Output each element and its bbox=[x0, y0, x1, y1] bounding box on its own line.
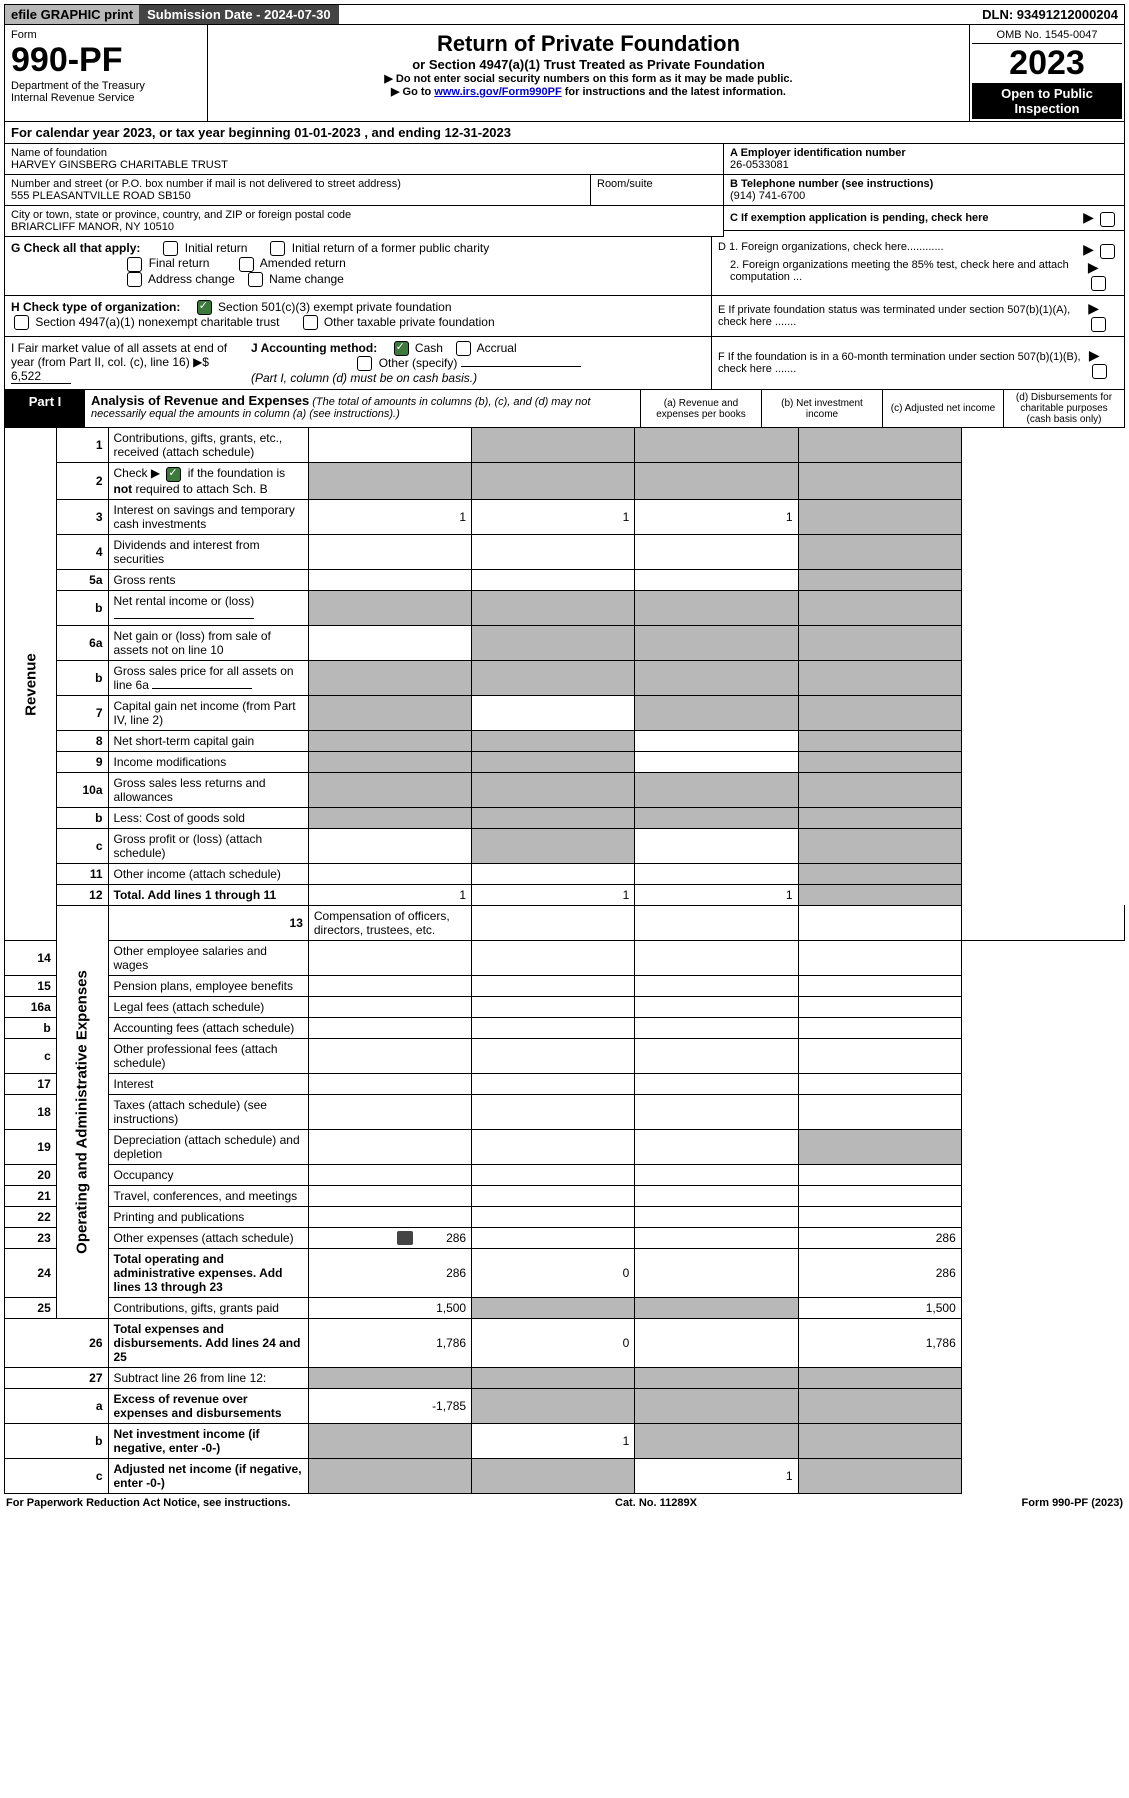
footer: For Paperwork Reduction Act Notice, see … bbox=[4, 1494, 1125, 1512]
foundation-name: HARVEY GINSBERG CHARITABLE TRUST bbox=[11, 159, 717, 171]
irs-link[interactable]: www.irs.gov/Form990PF bbox=[434, 86, 561, 98]
irs-label: Internal Revenue Service bbox=[11, 92, 201, 104]
d1-checkbox[interactable] bbox=[1100, 244, 1115, 259]
part1-title: Analysis of Revenue and Expenses bbox=[91, 393, 309, 408]
footer-center: Cat. No. 11289X bbox=[615, 1497, 697, 1509]
city-label: City or town, state or province, country… bbox=[11, 209, 717, 221]
g-amended-checkbox[interactable] bbox=[239, 257, 254, 272]
h-label: H Check type of organization: bbox=[11, 300, 180, 314]
ij-f-section: I Fair market value of all assets at end… bbox=[4, 337, 1125, 391]
form-header: Form 990-PF Department of the Treasury I… bbox=[4, 25, 1125, 122]
form-title: Return of Private Foundation bbox=[214, 31, 963, 57]
footer-right: Form 990-PF (2023) bbox=[1022, 1497, 1124, 1509]
col-d-header: (d) Disbursements for charitable purpose… bbox=[1003, 390, 1124, 427]
g-d-section: G Check all that apply: Initial return I… bbox=[4, 237, 1125, 296]
city-value: BRIARCLIFF MANOR, NY 10510 bbox=[11, 221, 717, 233]
efile-label: efile GRAPHIC print bbox=[5, 5, 139, 24]
g-label: G Check all that apply: bbox=[11, 241, 140, 255]
col-b-header: (b) Net investment income bbox=[761, 390, 882, 427]
part1-table: Revenue 1 Contributions, gifts, grants, … bbox=[4, 428, 1125, 1494]
room-label: Room/suite bbox=[597, 178, 717, 190]
d1-label: D 1. Foreign organizations, check here..… bbox=[718, 241, 944, 259]
ein-label: A Employer identification number bbox=[730, 147, 906, 159]
attach-icon[interactable] bbox=[397, 1231, 413, 1245]
form-number: 990-PF bbox=[11, 41, 201, 80]
revenue-side-label: Revenue bbox=[5, 428, 57, 940]
g-address-checkbox[interactable] bbox=[127, 272, 142, 287]
form-label: Form bbox=[11, 29, 201, 41]
dln: DLN: 93491212000204 bbox=[976, 5, 1124, 24]
h-4947-checkbox[interactable] bbox=[14, 315, 29, 330]
col-a-header: (a) Revenue and expenses per books bbox=[640, 390, 761, 427]
expenses-side-label: Operating and Administrative Expenses bbox=[56, 905, 108, 1319]
form-note1: ▶ Do not enter social security numbers o… bbox=[214, 72, 963, 85]
h-501-checkbox[interactable] bbox=[197, 300, 212, 315]
part1-label: Part I bbox=[5, 390, 85, 427]
c-checkbox[interactable] bbox=[1100, 212, 1115, 227]
e-checkbox[interactable] bbox=[1091, 317, 1106, 332]
footer-left: For Paperwork Reduction Act Notice, see … bbox=[6, 1497, 290, 1509]
d2-checkbox[interactable] bbox=[1091, 276, 1106, 291]
calendar-year-line: For calendar year 2023, or tax year begi… bbox=[4, 122, 1125, 144]
ein-value: 26-0533081 bbox=[730, 159, 1118, 171]
open-public-badge: Open to Public Inspection bbox=[972, 83, 1122, 119]
dept-label: Department of the Treasury bbox=[11, 80, 201, 92]
h-other-checkbox[interactable] bbox=[303, 315, 318, 330]
j-label: J Accounting method: bbox=[251, 341, 377, 355]
j-other-checkbox[interactable] bbox=[357, 356, 372, 371]
street-value: 555 PLEASANTVILLE ROAD SB150 bbox=[11, 190, 584, 202]
e-label: E If private foundation status was termi… bbox=[718, 304, 1088, 328]
g-initial-checkbox[interactable] bbox=[163, 241, 178, 256]
part1-header: Part I Analysis of Revenue and Expenses … bbox=[4, 390, 1125, 428]
name-label: Name of foundation bbox=[11, 147, 717, 159]
j-note: (Part I, column (d) must be on cash basi… bbox=[251, 371, 477, 385]
submission-date: Submission Date - 2024-07-30 bbox=[139, 5, 339, 24]
d2-label: 2. Foreign organizations meeting the 85%… bbox=[718, 259, 1088, 291]
h-e-section: H Check type of organization: Section 50… bbox=[4, 296, 1125, 337]
j-cash-checkbox[interactable] bbox=[394, 341, 409, 356]
g-final-checkbox[interactable] bbox=[127, 257, 142, 272]
i-value: 6,522 bbox=[11, 369, 71, 384]
form-subtitle: or Section 4947(a)(1) Trust Treated as P… bbox=[214, 57, 963, 72]
entity-info: Name of foundation HARVEY GINSBERG CHARI… bbox=[4, 144, 1125, 237]
f-checkbox[interactable] bbox=[1092, 364, 1107, 379]
g-initial-former-checkbox[interactable] bbox=[270, 241, 285, 256]
l2-checkbox[interactable] bbox=[166, 467, 181, 482]
g-namechg-checkbox[interactable] bbox=[248, 272, 263, 287]
i-prefix: ▶$ bbox=[193, 355, 209, 369]
top-bar: efile GRAPHIC print Submission Date - 20… bbox=[4, 4, 1125, 25]
tax-year: 2023 bbox=[972, 44, 1122, 83]
phone-label: B Telephone number (see instructions) bbox=[730, 178, 933, 190]
col-c-header: (c) Adjusted net income bbox=[882, 390, 1003, 427]
street-label: Number and street (or P.O. box number if… bbox=[11, 178, 584, 190]
j-accrual-checkbox[interactable] bbox=[456, 341, 471, 356]
c-label: C If exemption application is pending, c… bbox=[730, 212, 989, 224]
omb-number: OMB No. 1545-0047 bbox=[972, 27, 1122, 44]
f-label: F If the foundation is in a 60-month ter… bbox=[718, 351, 1089, 375]
form-note2: ▶ Go to www.irs.gov/Form990PF for instru… bbox=[214, 85, 963, 98]
phone-value: (914) 741-6700 bbox=[730, 190, 1118, 202]
